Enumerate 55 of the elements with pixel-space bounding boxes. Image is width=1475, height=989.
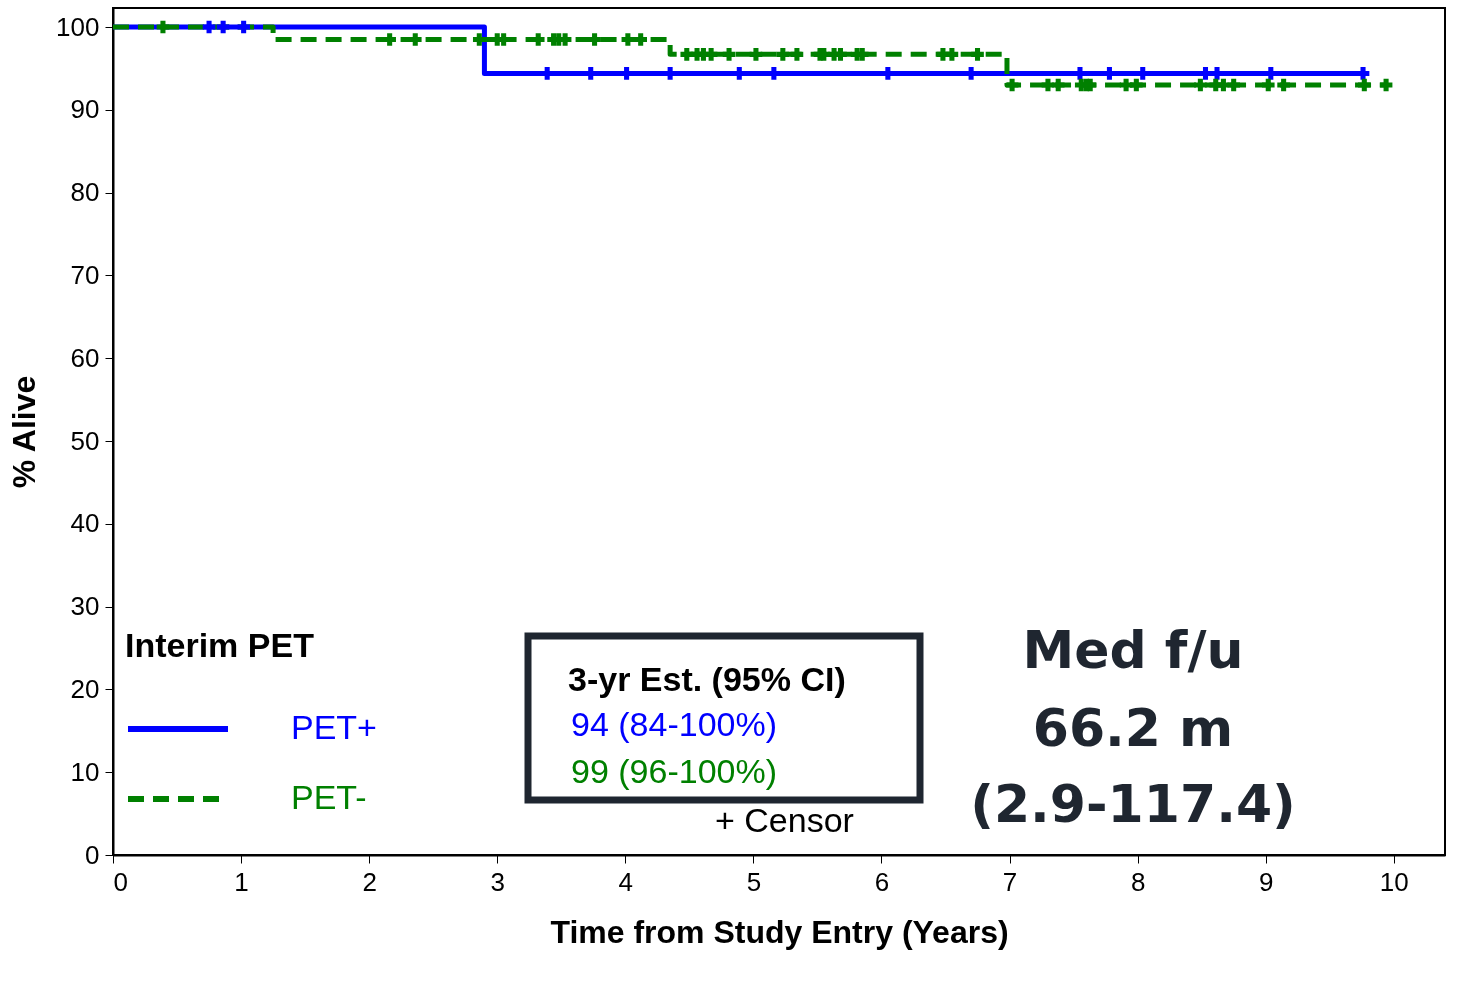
x-tick-label: 10	[1379, 866, 1409, 897]
legend-title: Interim PET	[125, 626, 315, 664]
legend-label: PET-	[291, 778, 367, 816]
point	[1379, 78, 1393, 92]
point	[1357, 78, 1371, 92]
point	[790, 48, 804, 61]
x-tick-label: 4	[618, 866, 634, 897]
point	[1261, 78, 1275, 92]
x-tick-label: 6	[874, 866, 890, 897]
x-tick-label: 1	[234, 866, 249, 897]
y-tick-label: 80	[70, 177, 100, 208]
point	[1051, 78, 1065, 92]
y-tick-label: 100	[56, 11, 100, 42]
point	[1227, 78, 1240, 92]
annotation: + Censor	[715, 801, 854, 839]
point	[704, 48, 718, 61]
point	[680, 48, 694, 61]
y-tick-label: 50	[70, 425, 100, 456]
y-axis-title: % Alive	[6, 375, 43, 489]
point	[1277, 78, 1290, 92]
y-tick-label: 70	[70, 259, 100, 290]
annotation: 99 (96-100%)	[571, 752, 778, 790]
y-tick-label: 90	[70, 94, 100, 125]
x-tick-label: 3	[490, 866, 505, 897]
point	[1194, 78, 1207, 92]
point	[749, 48, 763, 61]
y-tick-label: 0	[85, 839, 100, 870]
x-axis-title: Time from Study Entry (Years)	[550, 913, 1009, 950]
y-tick-label: 30	[70, 591, 100, 622]
annotation: (2.9-117.4)	[970, 774, 1296, 834]
x-tick-label: 7	[1002, 866, 1018, 897]
point	[237, 20, 250, 34]
annotation: 94 (84-100%)	[571, 705, 778, 743]
y-tick-label: 40	[70, 508, 100, 539]
point	[971, 48, 984, 61]
y-tick-label: 60	[70, 342, 100, 373]
x-tick-label: 5	[746, 866, 762, 897]
point	[1130, 78, 1143, 92]
point	[722, 48, 736, 61]
y-tick-label: 10	[70, 756, 100, 787]
x-tick-label: 9	[1258, 866, 1274, 897]
point	[1005, 78, 1019, 92]
point	[216, 20, 230, 34]
point	[202, 20, 216, 34]
x-tick-label: 0	[113, 866, 128, 897]
point	[776, 48, 790, 61]
x-tick-label: 2	[362, 866, 377, 897]
annotation: 66.2 m	[1032, 698, 1234, 758]
point	[156, 20, 170, 34]
point	[945, 48, 959, 61]
annotation: Med f/u	[1022, 620, 1244, 680]
y-tick-label: 20	[70, 673, 100, 704]
legend-label: PET+	[291, 708, 377, 746]
annotation: 3-yr Est. (95% CI)	[568, 660, 846, 698]
x-tick-label: 8	[1130, 866, 1146, 897]
